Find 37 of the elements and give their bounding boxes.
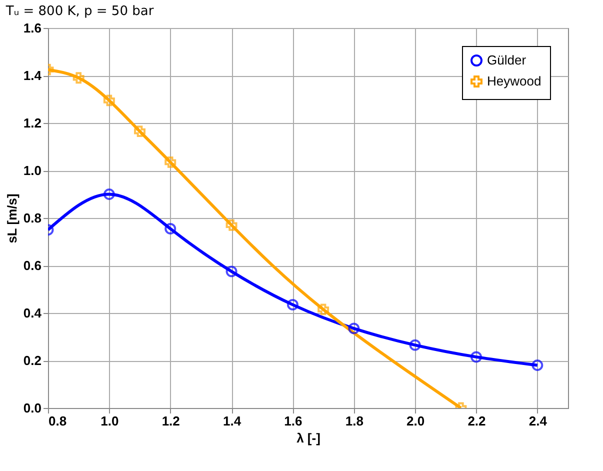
- point: [103, 188, 115, 200]
- legend-label: Gülder: [487, 52, 527, 68]
- point: [226, 266, 238, 278]
- y-tick-label: 0.8: [23, 210, 42, 226]
- x-tick-label: 0.8: [48, 414, 67, 428]
- point: [286, 298, 298, 310]
- x-tick-label: 1.2: [162, 414, 180, 428]
- x-tick-label: 1.4: [222, 414, 242, 428]
- y-axis-title: sL [m/s]: [4, 194, 20, 244]
- point: [164, 222, 176, 234]
- point: [409, 339, 421, 351]
- x-tick-label: 2.2: [468, 414, 486, 428]
- y-tick-label: 1.4: [23, 68, 42, 83]
- y-tick-label: 1.6: [23, 20, 42, 36]
- legend-label: Heywood: [487, 74, 542, 88]
- x-tick-label: 1.0: [100, 414, 119, 428]
- y-tick-label: 0.6: [23, 258, 42, 273]
- y-tick-label: 1.0: [23, 163, 42, 178]
- x-tick-label: 2.0: [406, 414, 425, 428]
- y-tick-label: 0.2: [23, 353, 42, 368]
- x-axis-title: λ [-]: [296, 430, 320, 446]
- y-tick-label: 1.2: [23, 116, 42, 130]
- x-tick-label: 1.8: [345, 414, 364, 428]
- chart-title: Tᵤ = 800 K, p = 50 bar: [4, 4, 154, 19]
- point: [134, 126, 146, 138]
- point: [72, 72, 84, 84]
- x-tick-label: 2.4: [528, 414, 548, 428]
- point: [318, 304, 330, 316]
- y-tick-label: 0.4: [23, 306, 42, 320]
- point: [532, 360, 544, 371]
- y-tick-label: 0.0: [23, 400, 42, 416]
- point: [226, 219, 238, 231]
- point: [103, 94, 115, 106]
- point: [164, 156, 176, 168]
- point: [470, 351, 482, 363]
- x-tick-label: 1.6: [284, 414, 302, 428]
- point: [348, 322, 360, 334]
